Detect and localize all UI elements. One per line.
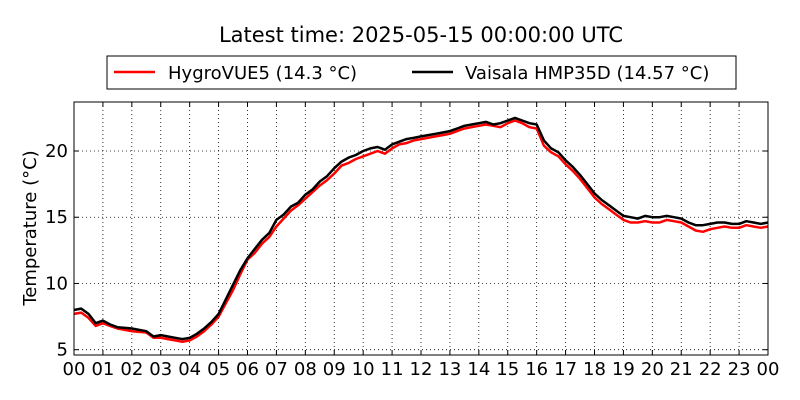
x-tick-label: 14	[467, 359, 490, 380]
x-tick-label: 20	[641, 359, 664, 380]
x-tick-label: 08	[294, 359, 317, 380]
legend-label-hygrovue5: HygroVUE5 (14.3 °C)	[168, 63, 357, 84]
x-tick-label: 12	[410, 359, 433, 380]
x-tick-label: 00	[63, 359, 86, 380]
x-tick-label: 06	[236, 359, 259, 380]
x-tick-label: 23	[728, 359, 751, 380]
legend: HygroVUE5 (14.3 °C) Vaisala HMP35D (14.5…	[106, 55, 737, 90]
x-tick-label: 03	[149, 359, 172, 380]
y-tick-label: 10	[45, 273, 68, 294]
x-tick-label: 10	[352, 359, 375, 380]
x-tick-label: 19	[612, 359, 635, 380]
y-tick-label: 20	[45, 141, 68, 162]
x-tick-label: 16	[525, 359, 548, 380]
chart-title: Latest time: 2025-05-15 00:00:00 UTC	[219, 23, 623, 47]
y-tick-label: 5	[57, 340, 68, 361]
y-tick-label: 15	[45, 207, 68, 228]
x-tick-label: 04	[178, 359, 201, 380]
x-tick-label: 09	[323, 359, 346, 380]
x-tick-label: 05	[207, 359, 230, 380]
axis-ticks: 00 01 02 03 04 05 06 07 08 09 10 11 12 13 14 15 16 17 18 19…	[45, 102, 779, 380]
x-tick-label: 00	[757, 359, 780, 380]
y-axis-label: Temperature (°C)	[20, 150, 41, 306]
series-line-hygrovue5	[73, 119, 769, 344]
x-tick-label: 17	[554, 359, 577, 380]
series-line-vaisala	[73, 116, 769, 341]
x-tick-label: 02	[120, 359, 143, 380]
x-tick-label: 13	[438, 359, 461, 380]
x-tick-label: 22	[699, 359, 722, 380]
series-lines	[73, 116, 769, 344]
x-tick-label: 21	[670, 359, 693, 380]
x-tick-label: 01	[91, 359, 114, 380]
x-tick-label: 15	[496, 359, 519, 380]
x-tick-label: 11	[381, 359, 404, 380]
x-tick-label: 07	[265, 359, 288, 380]
x-tick-label: 18	[583, 359, 606, 380]
legend-label-vaisala: Vaisala HMP35D (14.57 °C)	[465, 63, 709, 84]
